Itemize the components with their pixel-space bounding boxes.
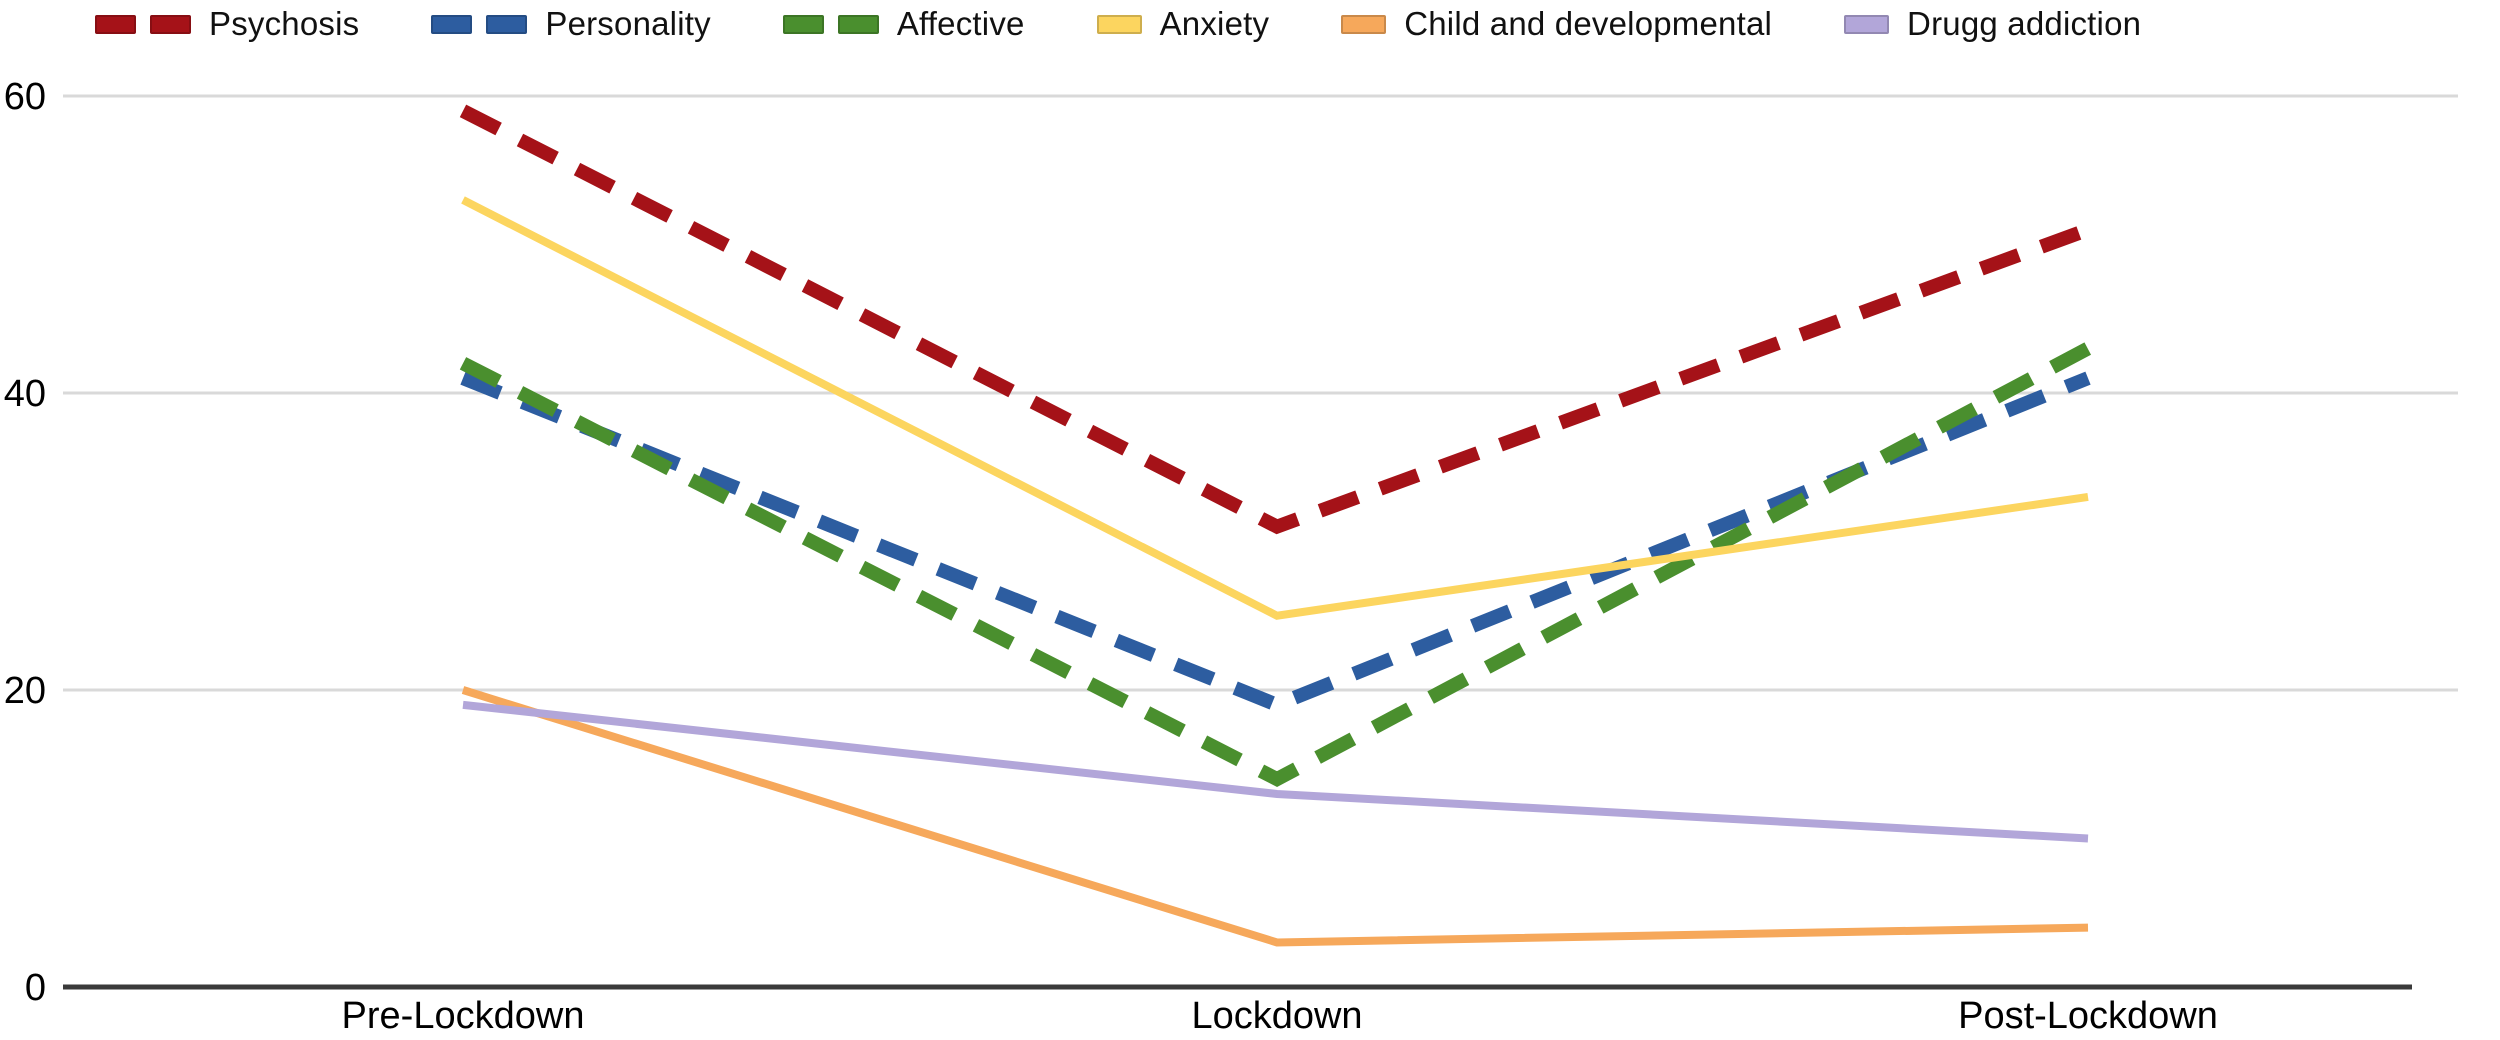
legend-swatch-affective <box>782 14 879 34</box>
legend-swatch-mark <box>95 14 136 34</box>
legend-swatch-mark <box>837 14 879 34</box>
series-line-affective <box>459 342 2092 787</box>
legend-item-label: Psychosis <box>209 5 360 42</box>
y-tick-label-20: 20 <box>4 670 46 712</box>
series-line-child-and-developmental <box>461 686 2089 947</box>
legend-item-affective: Affective <box>782 5 1025 43</box>
chart-legend: Psychosis Personality Affective Anxiety Chil… <box>95 2 2141 46</box>
legend-item-label: Child and developmental <box>1404 5 1773 42</box>
legend-swatch-child-and-developmental <box>1341 14 1387 34</box>
legend-item-label: Drugg addiction <box>1907 5 2142 42</box>
y-tick-label-0: 0 <box>25 967 46 1009</box>
series-line-drugg-addiction <box>462 700 2089 843</box>
legend-item-label: Affective <box>896 5 1025 42</box>
legend-swatch-mark <box>150 14 191 34</box>
series-line-personality <box>460 371 2091 713</box>
series-line-anxiety <box>461 196 2089 620</box>
legend-swatch-anxiety <box>1096 14 1142 34</box>
x-tick-label-pre-lockdown: Pre-Lockdown <box>342 995 585 1037</box>
legend-swatch-mark <box>486 14 528 34</box>
legend-swatch-psychosis <box>95 14 191 34</box>
legend-swatch-mark <box>1341 14 1387 34</box>
legend-swatch-drugg-addiction <box>1844 14 1890 34</box>
legend-item-psychosis: Psychosis <box>95 5 359 43</box>
legend-swatch-mark <box>1096 14 1142 34</box>
legend-item-personality: Personality <box>431 5 711 43</box>
legend-item-child-and-developmental: Child and developmental <box>1341 5 1772 43</box>
legend-item-label: Personality <box>545 5 711 42</box>
legend-item-drugg-addiction: Drugg addiction <box>1844 5 2141 43</box>
legend-swatch-mark <box>782 14 824 34</box>
x-tick-label-post-lockdown: Post-Lockdown <box>1958 995 2218 1037</box>
series-line-psychosis <box>459 104 2091 535</box>
legend-swatch-mark <box>431 14 473 34</box>
legend-swatch-personality <box>431 14 528 34</box>
legend-item-anxiety: Anxiety <box>1096 5 1270 43</box>
legend-item-label: Anxiety <box>1159 5 1270 42</box>
x-tick-label-lockdown: Lockdown <box>1191 995 1362 1037</box>
legend-swatch-mark <box>1844 14 1890 34</box>
y-tick-label-40: 40 <box>4 373 46 415</box>
y-tick-label-60: 60 <box>4 76 46 118</box>
